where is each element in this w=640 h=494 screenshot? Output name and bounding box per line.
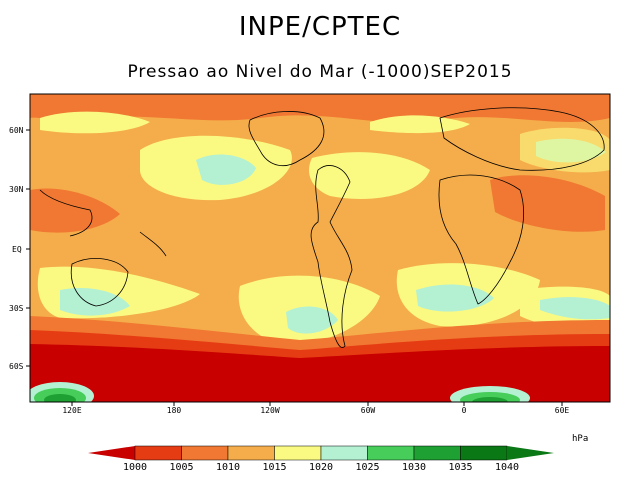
colorbar-label: 1040 bbox=[494, 462, 520, 473]
map-subtitle: Pressao ao Nivel do Mar (-1000)SEP2015 bbox=[127, 62, 513, 82]
lon-label-0: 0 bbox=[461, 406, 467, 415]
lat-label-60s: 60S bbox=[9, 362, 24, 371]
colorbar-unit: hPa bbox=[572, 434, 589, 444]
lon-label-180: 180 bbox=[166, 406, 182, 415]
colorbar-cell bbox=[274, 445, 322, 461]
colorbar-label: 1000 bbox=[122, 462, 148, 473]
colorbar bbox=[88, 445, 554, 461]
colorbar-cell bbox=[320, 445, 368, 461]
colorbar-cell bbox=[460, 445, 508, 461]
lon-label-60e: 60E bbox=[554, 406, 570, 415]
colorbar-cell bbox=[227, 445, 275, 461]
lon-label-120w: 120W bbox=[260, 406, 280, 415]
colorbar-cell bbox=[181, 445, 229, 461]
lat-label-60n: 60N bbox=[9, 126, 24, 135]
colorbar-label: 1010 bbox=[215, 462, 241, 473]
colorbar-label: 1025 bbox=[355, 462, 380, 473]
coastlines bbox=[39, 107, 605, 348]
colorbar-cell bbox=[134, 445, 182, 461]
colorbar-label: 1015 bbox=[262, 462, 287, 473]
pressure-field bbox=[30, 94, 610, 402]
colorbar-label: 1020 bbox=[308, 462, 334, 473]
lat-label-30s: 30S bbox=[9, 304, 24, 313]
colorbar-cell bbox=[367, 445, 415, 461]
colorbar-above-arrow bbox=[507, 446, 554, 460]
lat-label-eq: EQ bbox=[12, 245, 22, 254]
colorbar-label: 1005 bbox=[169, 462, 194, 473]
colorbar-label: 1030 bbox=[401, 462, 427, 473]
lon-label-120e: 120E bbox=[62, 406, 82, 415]
lat-label-30n: 30N bbox=[9, 185, 24, 194]
map-title: INPE/CPTEC bbox=[238, 12, 402, 42]
lon-label-60w: 60W bbox=[360, 406, 376, 415]
colorbar-cell bbox=[413, 445, 461, 461]
colorbar-below-arrow bbox=[88, 446, 135, 460]
colorbar-label: 1035 bbox=[448, 462, 473, 473]
